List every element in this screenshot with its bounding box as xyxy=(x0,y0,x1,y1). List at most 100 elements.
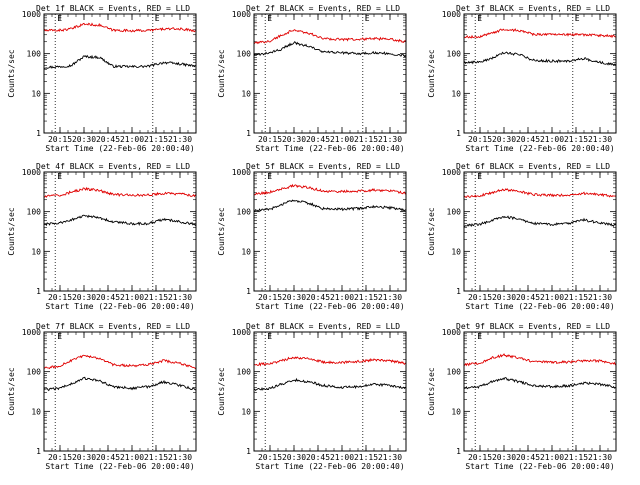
y-tick-label: 100 xyxy=(237,50,252,59)
plot-frame xyxy=(43,13,197,134)
y-tick-label: 10 xyxy=(451,247,461,256)
series-line xyxy=(43,376,196,392)
x-tick-label: 20:15 xyxy=(258,293,282,302)
event-marker-label: E xyxy=(155,332,160,341)
x-tick-label: 20:45 xyxy=(306,293,330,302)
y-axis-label: Counts/sec xyxy=(217,367,226,415)
y-axis-label: Counts/sec xyxy=(427,367,436,415)
chart-title: Det 8f BLACK = Events, RED = LLD xyxy=(246,322,400,331)
y-tick-label: 10 xyxy=(241,89,251,98)
y-tick-label: 1 xyxy=(456,287,461,296)
x-tick-label: 20:45 xyxy=(516,293,540,302)
x-tick-label: 21:15 xyxy=(354,293,378,302)
y-tick-label: 100 xyxy=(27,208,42,217)
x-tick-label: 20:45 xyxy=(516,453,540,462)
y-tick-label: 10 xyxy=(451,407,461,416)
x-tick-label: 21:15 xyxy=(564,293,588,302)
y-tick-label: 10 xyxy=(31,407,41,416)
series-line xyxy=(463,377,617,390)
x-tick-label: 20:30 xyxy=(492,453,516,462)
series-line xyxy=(463,215,617,228)
event-marker-label: E xyxy=(57,332,62,341)
x-tick-label: 20:15 xyxy=(48,293,72,302)
event-marker-label: E xyxy=(155,14,160,23)
x-tick-label: 21:00 xyxy=(120,293,144,302)
x-tick-label: 20:15 xyxy=(258,453,282,462)
x-tick-label: 20:30 xyxy=(492,135,516,144)
y-axis-label: Counts/sec xyxy=(427,207,436,255)
y-tick-label: 100 xyxy=(237,208,252,217)
x-tick-label: 20:30 xyxy=(492,293,516,302)
x-tick-label: 20:30 xyxy=(282,293,306,302)
chart-panel: Det 3f BLACK = Events, RED = LLD 1 10 100 10… xyxy=(427,4,617,153)
x-tick-label: 20:30 xyxy=(282,135,306,144)
x-axis-label: Start Time (22-Feb-06 20:00:40) xyxy=(465,302,614,311)
x-axis-label: Start Time (22-Feb-06 20:00:40) xyxy=(45,462,194,471)
y-tick-label: 1000 xyxy=(22,328,41,337)
y-tick-label: 10 xyxy=(451,89,461,98)
event-marker-label: E xyxy=(155,172,160,181)
chart-title: Det 2f BLACK = Events, RED = LLD xyxy=(246,4,400,13)
x-tick-label: 21:15 xyxy=(354,453,378,462)
series-line xyxy=(43,54,197,69)
x-tick-label: 21:15 xyxy=(144,453,168,462)
series-line xyxy=(463,51,617,66)
x-tick-label: 20:45 xyxy=(96,453,120,462)
y-axis-label: Counts/sec xyxy=(7,49,16,97)
series-line xyxy=(253,183,407,196)
y-tick-label: 1 xyxy=(456,129,461,138)
y-axis-label: Counts/sec xyxy=(7,367,16,415)
x-tick-label: 20:15 xyxy=(48,135,72,144)
y-tick-label: 10 xyxy=(31,247,41,256)
chart-panel: Det 7f BLACK = Events, RED = LLD 1 10 100 10… xyxy=(7,322,197,471)
x-tick-label: 21:30 xyxy=(588,293,612,302)
y-tick-label: 10 xyxy=(241,407,251,416)
event-marker-label: E xyxy=(365,14,370,23)
chart-panel: Det 2f BLACK = Events, RED = LLD 1 10 100 10… xyxy=(217,4,407,153)
event-marker-label: E xyxy=(477,14,482,23)
plot-frame xyxy=(463,171,617,292)
y-tick-label: 1000 xyxy=(232,328,251,337)
x-tick-label: 21:00 xyxy=(540,293,564,302)
series-line xyxy=(463,28,617,39)
plot-frame xyxy=(463,331,617,452)
y-tick-label: 1000 xyxy=(22,168,41,177)
x-axis-label: Start Time (22-Feb-06 20:00:40) xyxy=(255,144,404,153)
plot-frame xyxy=(253,171,407,292)
y-tick-label: 1000 xyxy=(442,168,461,177)
x-tick-label: 20:15 xyxy=(468,293,492,302)
y-tick-label: 100 xyxy=(447,50,462,59)
series-line xyxy=(43,354,197,370)
x-tick-label: 21:30 xyxy=(168,293,192,302)
series-line xyxy=(43,214,197,227)
y-tick-label: 100 xyxy=(237,368,252,377)
x-tick-label: 20:45 xyxy=(306,453,330,462)
series-line xyxy=(463,188,617,198)
y-axis-label: Counts/sec xyxy=(427,49,436,97)
event-marker-label: E xyxy=(477,332,482,341)
chart-panel: Det 9f BLACK = Events, RED = LLD 1 10 100 10… xyxy=(427,322,617,471)
chart-panel: Det 1f BLACK = Events, RED = LLD 1 10 100 10… xyxy=(7,4,197,153)
y-tick-label: 10 xyxy=(31,89,41,98)
x-tick-label: 21:30 xyxy=(588,135,612,144)
chart-panel: Det 8f BLACK = Events, RED = LLD 1 10 100 10… xyxy=(217,322,407,471)
y-tick-label: 1 xyxy=(456,447,461,456)
x-tick-label: 21:15 xyxy=(144,293,168,302)
y-tick-label: 1000 xyxy=(442,328,461,337)
plot-frame xyxy=(463,13,617,134)
x-tick-label: 21:30 xyxy=(588,453,612,462)
x-tick-label: 20:30 xyxy=(72,293,96,302)
event-marker-label: E xyxy=(365,172,370,181)
y-tick-label: 100 xyxy=(447,368,462,377)
x-tick-label: 21:30 xyxy=(168,135,192,144)
y-axis-label: Counts/sec xyxy=(217,49,226,97)
x-tick-label: 20:15 xyxy=(468,135,492,144)
series-line xyxy=(253,29,407,45)
x-tick-label: 21:00 xyxy=(540,135,564,144)
series-line xyxy=(253,41,407,58)
x-tick-label: 21:30 xyxy=(378,135,402,144)
x-tick-label: 21:30 xyxy=(378,293,402,302)
chart-panel: Det 6f BLACK = Events, RED = LLD 1 10 100 10… xyxy=(427,162,617,311)
y-axis-label: Counts/sec xyxy=(7,207,16,255)
